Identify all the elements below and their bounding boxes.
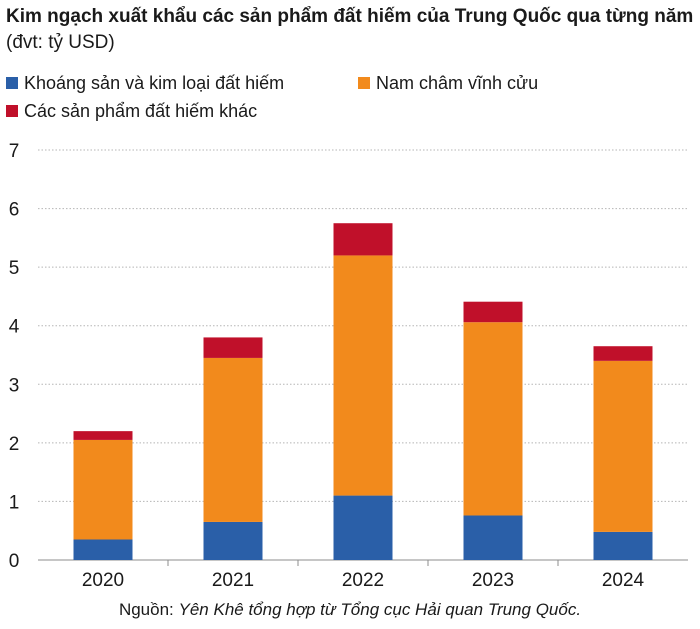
bar-2023-series-1 <box>463 322 523 516</box>
legend-swatch-nam-cham <box>358 77 370 89</box>
source-text: Yên Khê tổng hợp từ Tổng cục Hải quan Tr… <box>178 600 582 619</box>
x-tick-label-2021: 2021 <box>212 570 254 591</box>
bar-2022-series-0 <box>333 495 393 560</box>
legend-item-khac: Các sản phẩm đất hiếm khác <box>6 98 257 124</box>
x-tick-label-2023: 2023 <box>472 570 514 591</box>
y-tick-label-6: 6 <box>9 200 20 221</box>
bar-2022-series-1 <box>333 255 393 496</box>
legend-swatch-khac <box>6 105 18 117</box>
bar-2023-series-0 <box>463 515 523 560</box>
bar-2021-series-0 <box>203 521 263 560</box>
x-tick-label-2020: 2020 <box>82 570 124 591</box>
bar-2021-series-1 <box>203 357 263 522</box>
y-tick-label-1: 1 <box>9 492 20 513</box>
legend-item-khoang-san: Khoáng sản và kim loại đất hiếm <box>6 70 284 96</box>
source-prefix: Nguồn: <box>118 600 174 619</box>
bar-2020-series-1 <box>73 439 133 540</box>
bar-2023-series-2 <box>463 301 523 323</box>
x-tick-label-2022: 2022 <box>342 570 384 591</box>
bar-2022-series-2 <box>333 223 393 256</box>
x-tick-label-2024: 2024 <box>602 570 645 591</box>
legend-label-nam-cham: Nam châm vĩnh cửu <box>376 73 539 93</box>
y-tick-label-7: 7 <box>9 141 20 162</box>
legend-label-khac: Các sản phẩm đất hiếm khác <box>24 101 258 121</box>
chart-title-main: Kim ngạch xuất khẩu các sản phẩm đất hiế… <box>6 6 694 27</box>
bar-2024-series-1 <box>593 360 653 532</box>
bar-2020-series-2 <box>73 431 133 440</box>
bar-2024-series-2 <box>593 346 653 361</box>
y-tick-label-3: 3 <box>9 375 20 396</box>
y-tick-label-4: 4 <box>9 317 20 338</box>
bar-2021-series-2 <box>203 337 263 358</box>
chart-source: Nguồn: Yên Khê tổng hợp từ Tổng cục Hải … <box>0 600 700 620</box>
legend-label-khoang-san: Khoáng sản và kim loại đất hiếm <box>24 73 285 93</box>
legend-item-nam-cham: Nam châm vĩnh cửu <box>358 70 538 96</box>
chart-title: Kim ngạch xuất khẩu các sản phẩm đất hiế… <box>6 4 696 56</box>
y-tick-label-5: 5 <box>9 258 20 279</box>
legend-swatch-khoang-san <box>6 77 18 89</box>
chart-title-unit: (đvt: tỷ USD) <box>6 32 115 53</box>
bar-2024-series-0 <box>593 531 653 560</box>
bar-2020-series-0 <box>73 539 133 560</box>
y-tick-label-0: 0 <box>9 551 20 572</box>
y-tick-label-2: 2 <box>9 434 20 455</box>
